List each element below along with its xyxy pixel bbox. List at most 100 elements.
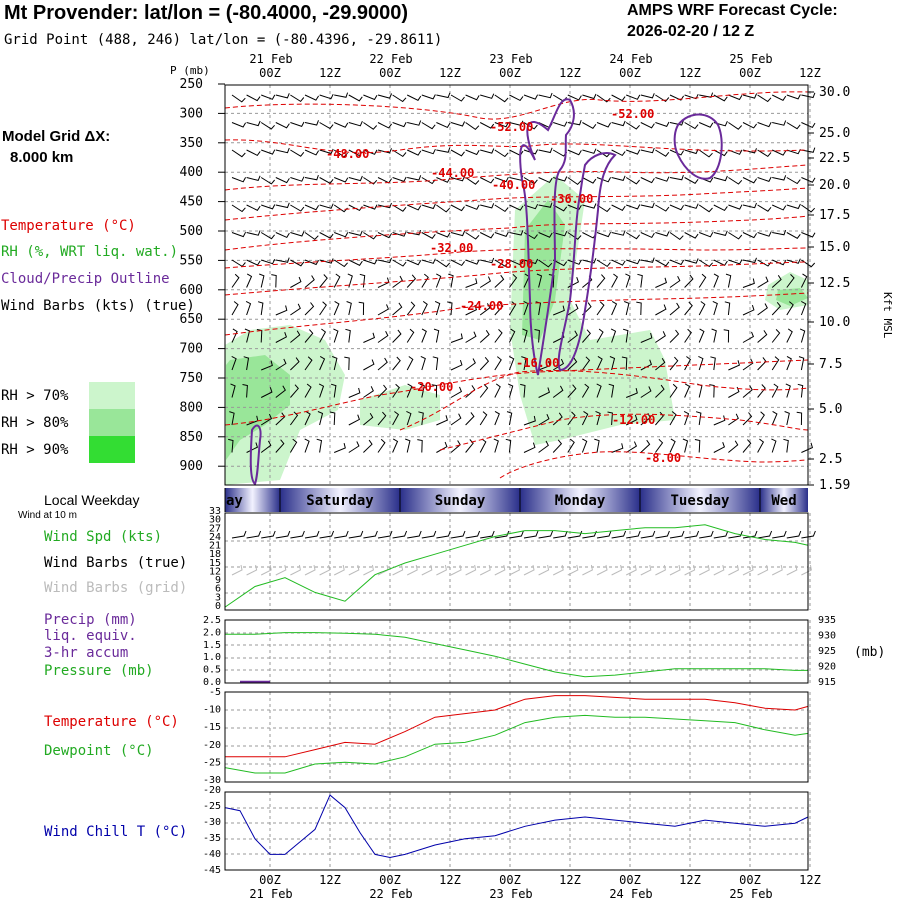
wind-barb xyxy=(377,357,388,371)
wind-barb xyxy=(436,122,451,129)
wind-barb xyxy=(595,410,601,426)
wind-barb xyxy=(610,328,617,343)
wind-barb xyxy=(231,301,239,316)
wind-barb xyxy=(786,203,801,210)
y-tick-label: 33 xyxy=(209,506,221,517)
wind-barb xyxy=(334,92,349,98)
wind-barb xyxy=(596,149,611,158)
wind-barb xyxy=(436,147,451,153)
wind-barb xyxy=(479,276,492,288)
wind-barb xyxy=(319,93,334,100)
wind-barb xyxy=(640,386,652,398)
wind-barb xyxy=(245,300,252,316)
temperature-gridlines xyxy=(225,692,811,782)
wind-barb xyxy=(713,230,728,236)
wind-barb xyxy=(465,122,480,131)
wind-barb xyxy=(333,259,348,268)
wind-barb-true xyxy=(509,530,524,539)
wind-barb xyxy=(304,94,320,101)
isotherm-40 xyxy=(224,187,809,221)
altitude-tick-label: 12.5 xyxy=(819,276,850,291)
wind-barb xyxy=(725,273,732,288)
wind-barb xyxy=(421,328,427,343)
wind-barb xyxy=(377,148,392,154)
wind-barb xyxy=(319,122,334,130)
wind-barb xyxy=(420,355,426,371)
wind-barb xyxy=(479,303,491,316)
wind-barb xyxy=(377,330,389,343)
wind-chill-series-line xyxy=(224,794,809,859)
wind-barb xyxy=(275,147,290,154)
wind-barb-grid xyxy=(728,564,739,576)
wind-barb xyxy=(450,204,465,212)
wind-barb xyxy=(508,273,518,288)
wind-barb-true xyxy=(407,530,422,539)
wind-barb xyxy=(363,204,378,210)
wind-barb xyxy=(319,355,326,371)
wind-barb xyxy=(552,204,568,212)
y-tick-label: -30 xyxy=(203,817,221,828)
wind-barb xyxy=(538,147,553,154)
wind-barb xyxy=(479,384,489,398)
wind-barb xyxy=(509,230,524,236)
wind-barb xyxy=(669,204,685,211)
wind-barb xyxy=(231,204,246,213)
wind-barb xyxy=(436,415,449,426)
wind-barb-true xyxy=(523,530,539,539)
wind-barb xyxy=(801,232,816,238)
wind-barb xyxy=(363,332,376,343)
altitude-tick-label: 25.0 xyxy=(819,126,850,141)
cloud-legend: Cloud/Precip Outline xyxy=(1,271,170,287)
isotherm-label: -52.00 xyxy=(611,107,654,121)
wind-barb xyxy=(728,122,743,130)
wind-barb xyxy=(257,301,264,316)
wind-barb xyxy=(418,411,424,426)
wind-barb xyxy=(698,204,713,213)
wind-barb xyxy=(242,384,248,398)
y-tick-label: 1.5 xyxy=(203,640,221,651)
weekday-cell xyxy=(280,488,400,512)
wind-barb xyxy=(742,439,752,453)
wind-barb xyxy=(260,122,275,130)
weekday-cell xyxy=(400,488,520,512)
wind-barb-true xyxy=(494,530,510,539)
isotherm-labels: -52.00 -52.00 -48.00 -44.00 -40.00 -36.0… xyxy=(326,107,681,465)
y-tick-label: 0.0 xyxy=(203,677,221,688)
wind-barb xyxy=(655,304,667,316)
wind-barb xyxy=(523,203,539,210)
wind-barb xyxy=(553,121,568,127)
wind-barb xyxy=(567,303,579,316)
temperature-series-label: Temperature (°C) xyxy=(44,714,179,730)
y-tick-label: 915 xyxy=(818,677,836,688)
wind-barb-true xyxy=(801,530,816,539)
wind-barb xyxy=(709,384,715,398)
time-tick-label: 00Z xyxy=(499,66,521,80)
wind-barb xyxy=(637,273,643,288)
wind-barb xyxy=(728,360,741,371)
wind-barb xyxy=(723,329,730,343)
y-tick-label: -10 xyxy=(203,705,221,716)
wind-barb xyxy=(713,442,726,453)
cloud-outlines xyxy=(249,98,723,486)
wind-barb-true xyxy=(538,530,554,539)
wind-barb xyxy=(611,94,626,102)
wind-barb xyxy=(290,94,305,103)
wind-barb xyxy=(406,204,422,211)
wind-barb-true xyxy=(786,530,802,539)
wind-barb xyxy=(552,358,565,371)
wind-barb xyxy=(275,257,290,263)
wind-speed-series-line xyxy=(224,524,809,608)
wind-barb xyxy=(505,438,512,453)
wind-barb xyxy=(724,301,731,316)
wind-barb xyxy=(798,356,805,371)
wind-barb xyxy=(771,438,777,453)
y-tick-label: 0 xyxy=(215,601,221,612)
wind-barb xyxy=(538,414,550,426)
weekday-label: ay xyxy=(226,493,243,509)
wind-barbs-grid-label: Wind Barbs (grid) xyxy=(44,580,188,596)
wind-barb xyxy=(348,94,363,102)
wind-barb xyxy=(479,356,490,371)
wind-barb xyxy=(363,177,378,185)
wind-barb xyxy=(243,356,250,371)
wind-barb xyxy=(786,122,801,130)
